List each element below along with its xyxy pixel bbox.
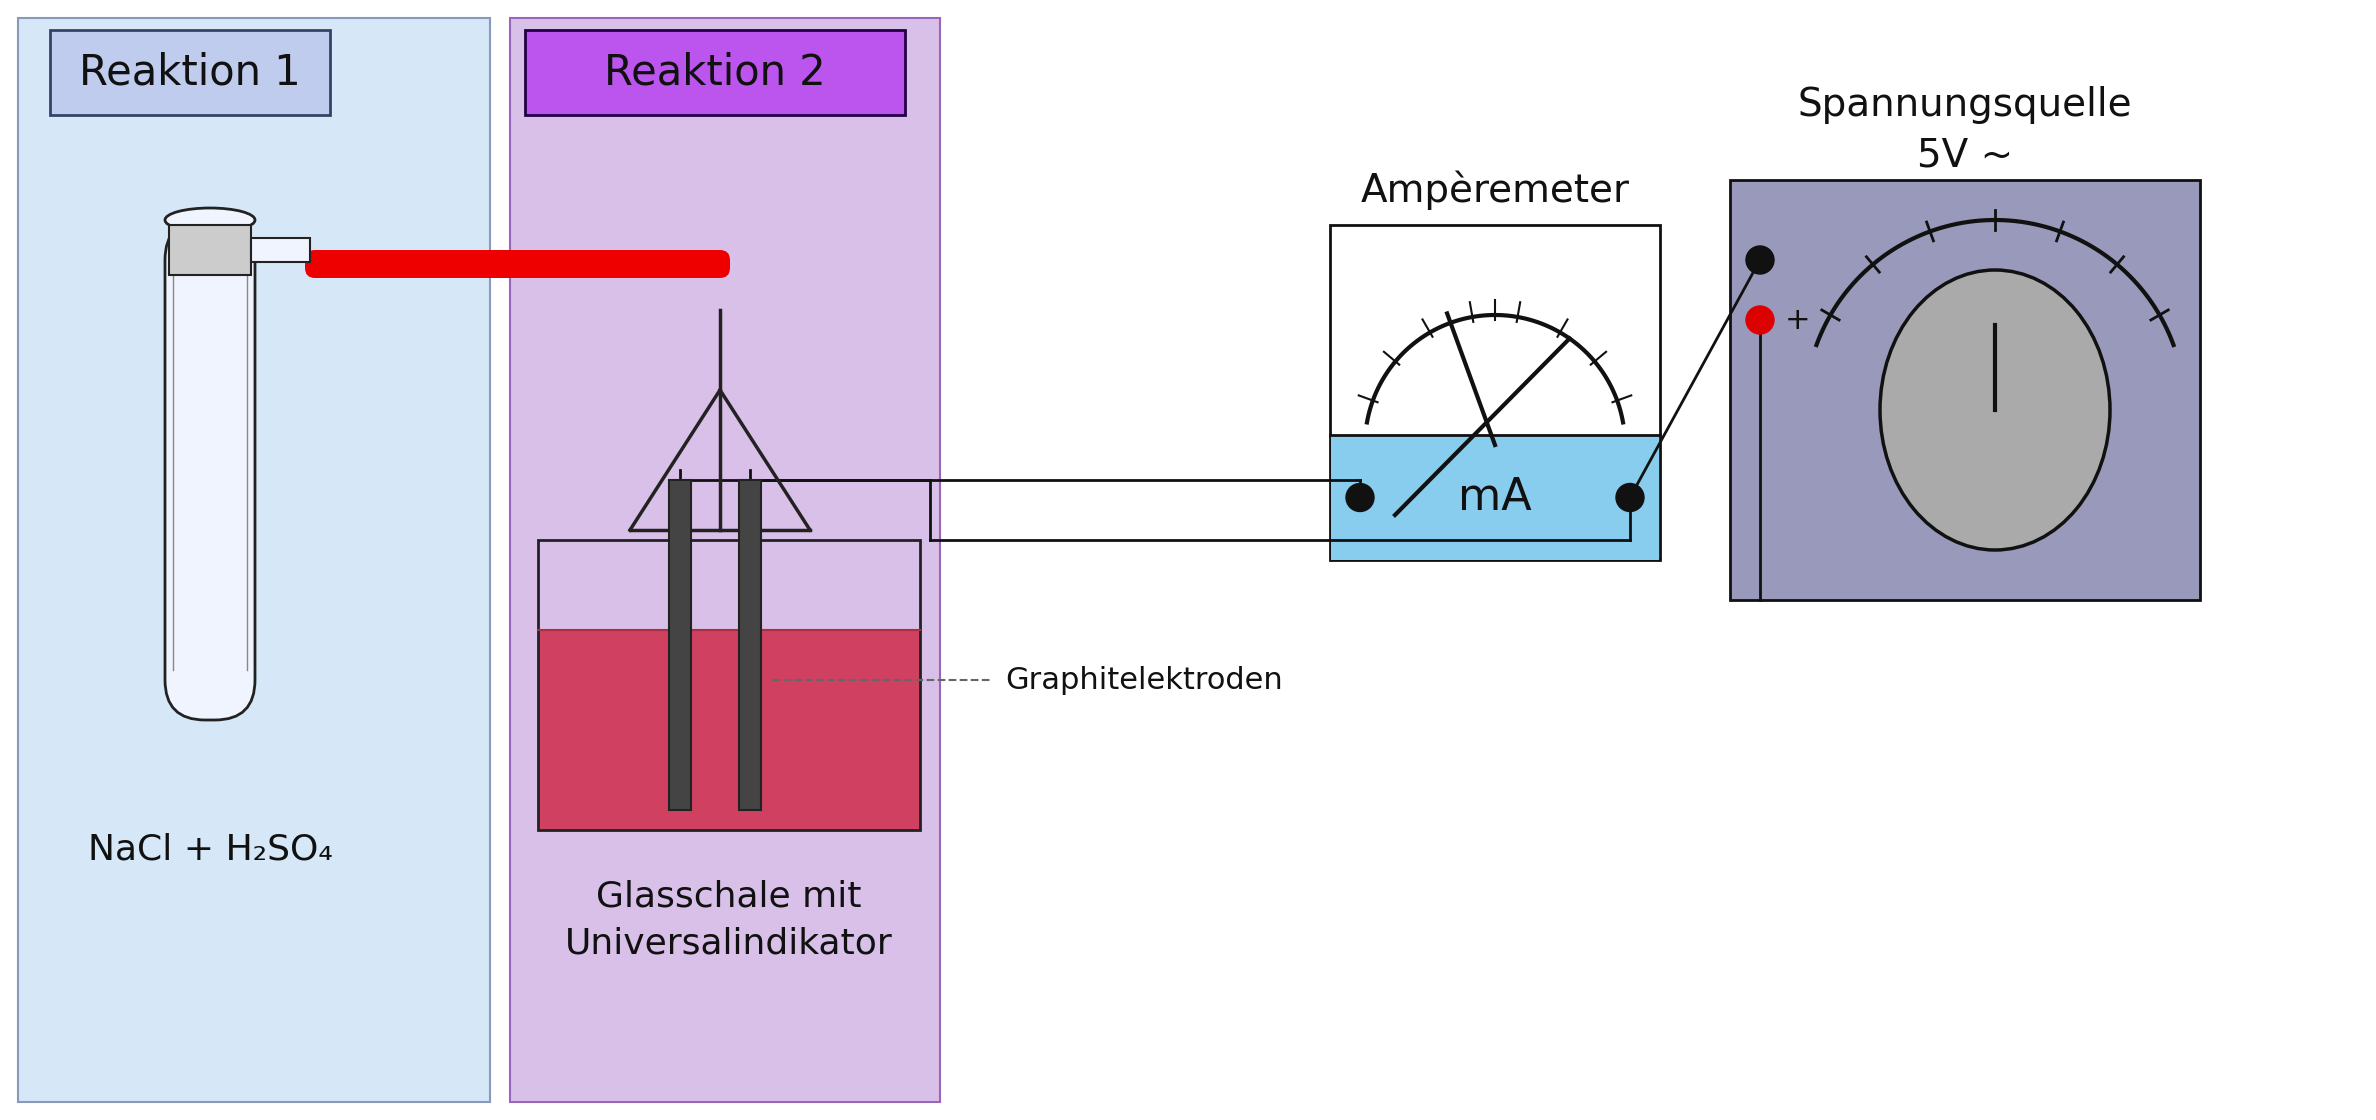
FancyBboxPatch shape [19, 18, 489, 1102]
Text: Graphitelektroden: Graphitelektroden [1005, 665, 1283, 694]
Text: Reaktion 2: Reaktion 2 [604, 52, 827, 93]
Text: Glasschale mit
Universalindikator: Glasschale mit Universalindikator [565, 879, 893, 961]
Ellipse shape [164, 208, 254, 232]
FancyBboxPatch shape [1331, 225, 1661, 560]
Text: Ampèremeter: Ampèremeter [1361, 170, 1630, 209]
FancyBboxPatch shape [1331, 435, 1658, 560]
Text: +: + [1784, 306, 1811, 335]
Circle shape [1746, 246, 1775, 274]
FancyBboxPatch shape [169, 225, 252, 276]
FancyBboxPatch shape [670, 480, 691, 810]
FancyBboxPatch shape [511, 18, 941, 1102]
FancyBboxPatch shape [1730, 180, 2200, 600]
Text: NaCl + H₂SO₄: NaCl + H₂SO₄ [88, 833, 333, 867]
Text: Reaktion 1: Reaktion 1 [78, 52, 302, 93]
Circle shape [1616, 484, 1644, 512]
FancyBboxPatch shape [537, 631, 920, 830]
FancyBboxPatch shape [525, 30, 905, 115]
FancyBboxPatch shape [252, 239, 309, 262]
Circle shape [1746, 306, 1775, 334]
FancyBboxPatch shape [304, 250, 729, 278]
Text: mA: mA [1459, 476, 1533, 519]
Text: Spannungsquelle
5V ~: Spannungsquelle 5V ~ [1799, 86, 2131, 174]
FancyBboxPatch shape [164, 220, 254, 720]
Circle shape [1345, 484, 1373, 512]
Ellipse shape [1879, 270, 2110, 550]
FancyBboxPatch shape [739, 480, 760, 810]
FancyBboxPatch shape [50, 30, 330, 115]
